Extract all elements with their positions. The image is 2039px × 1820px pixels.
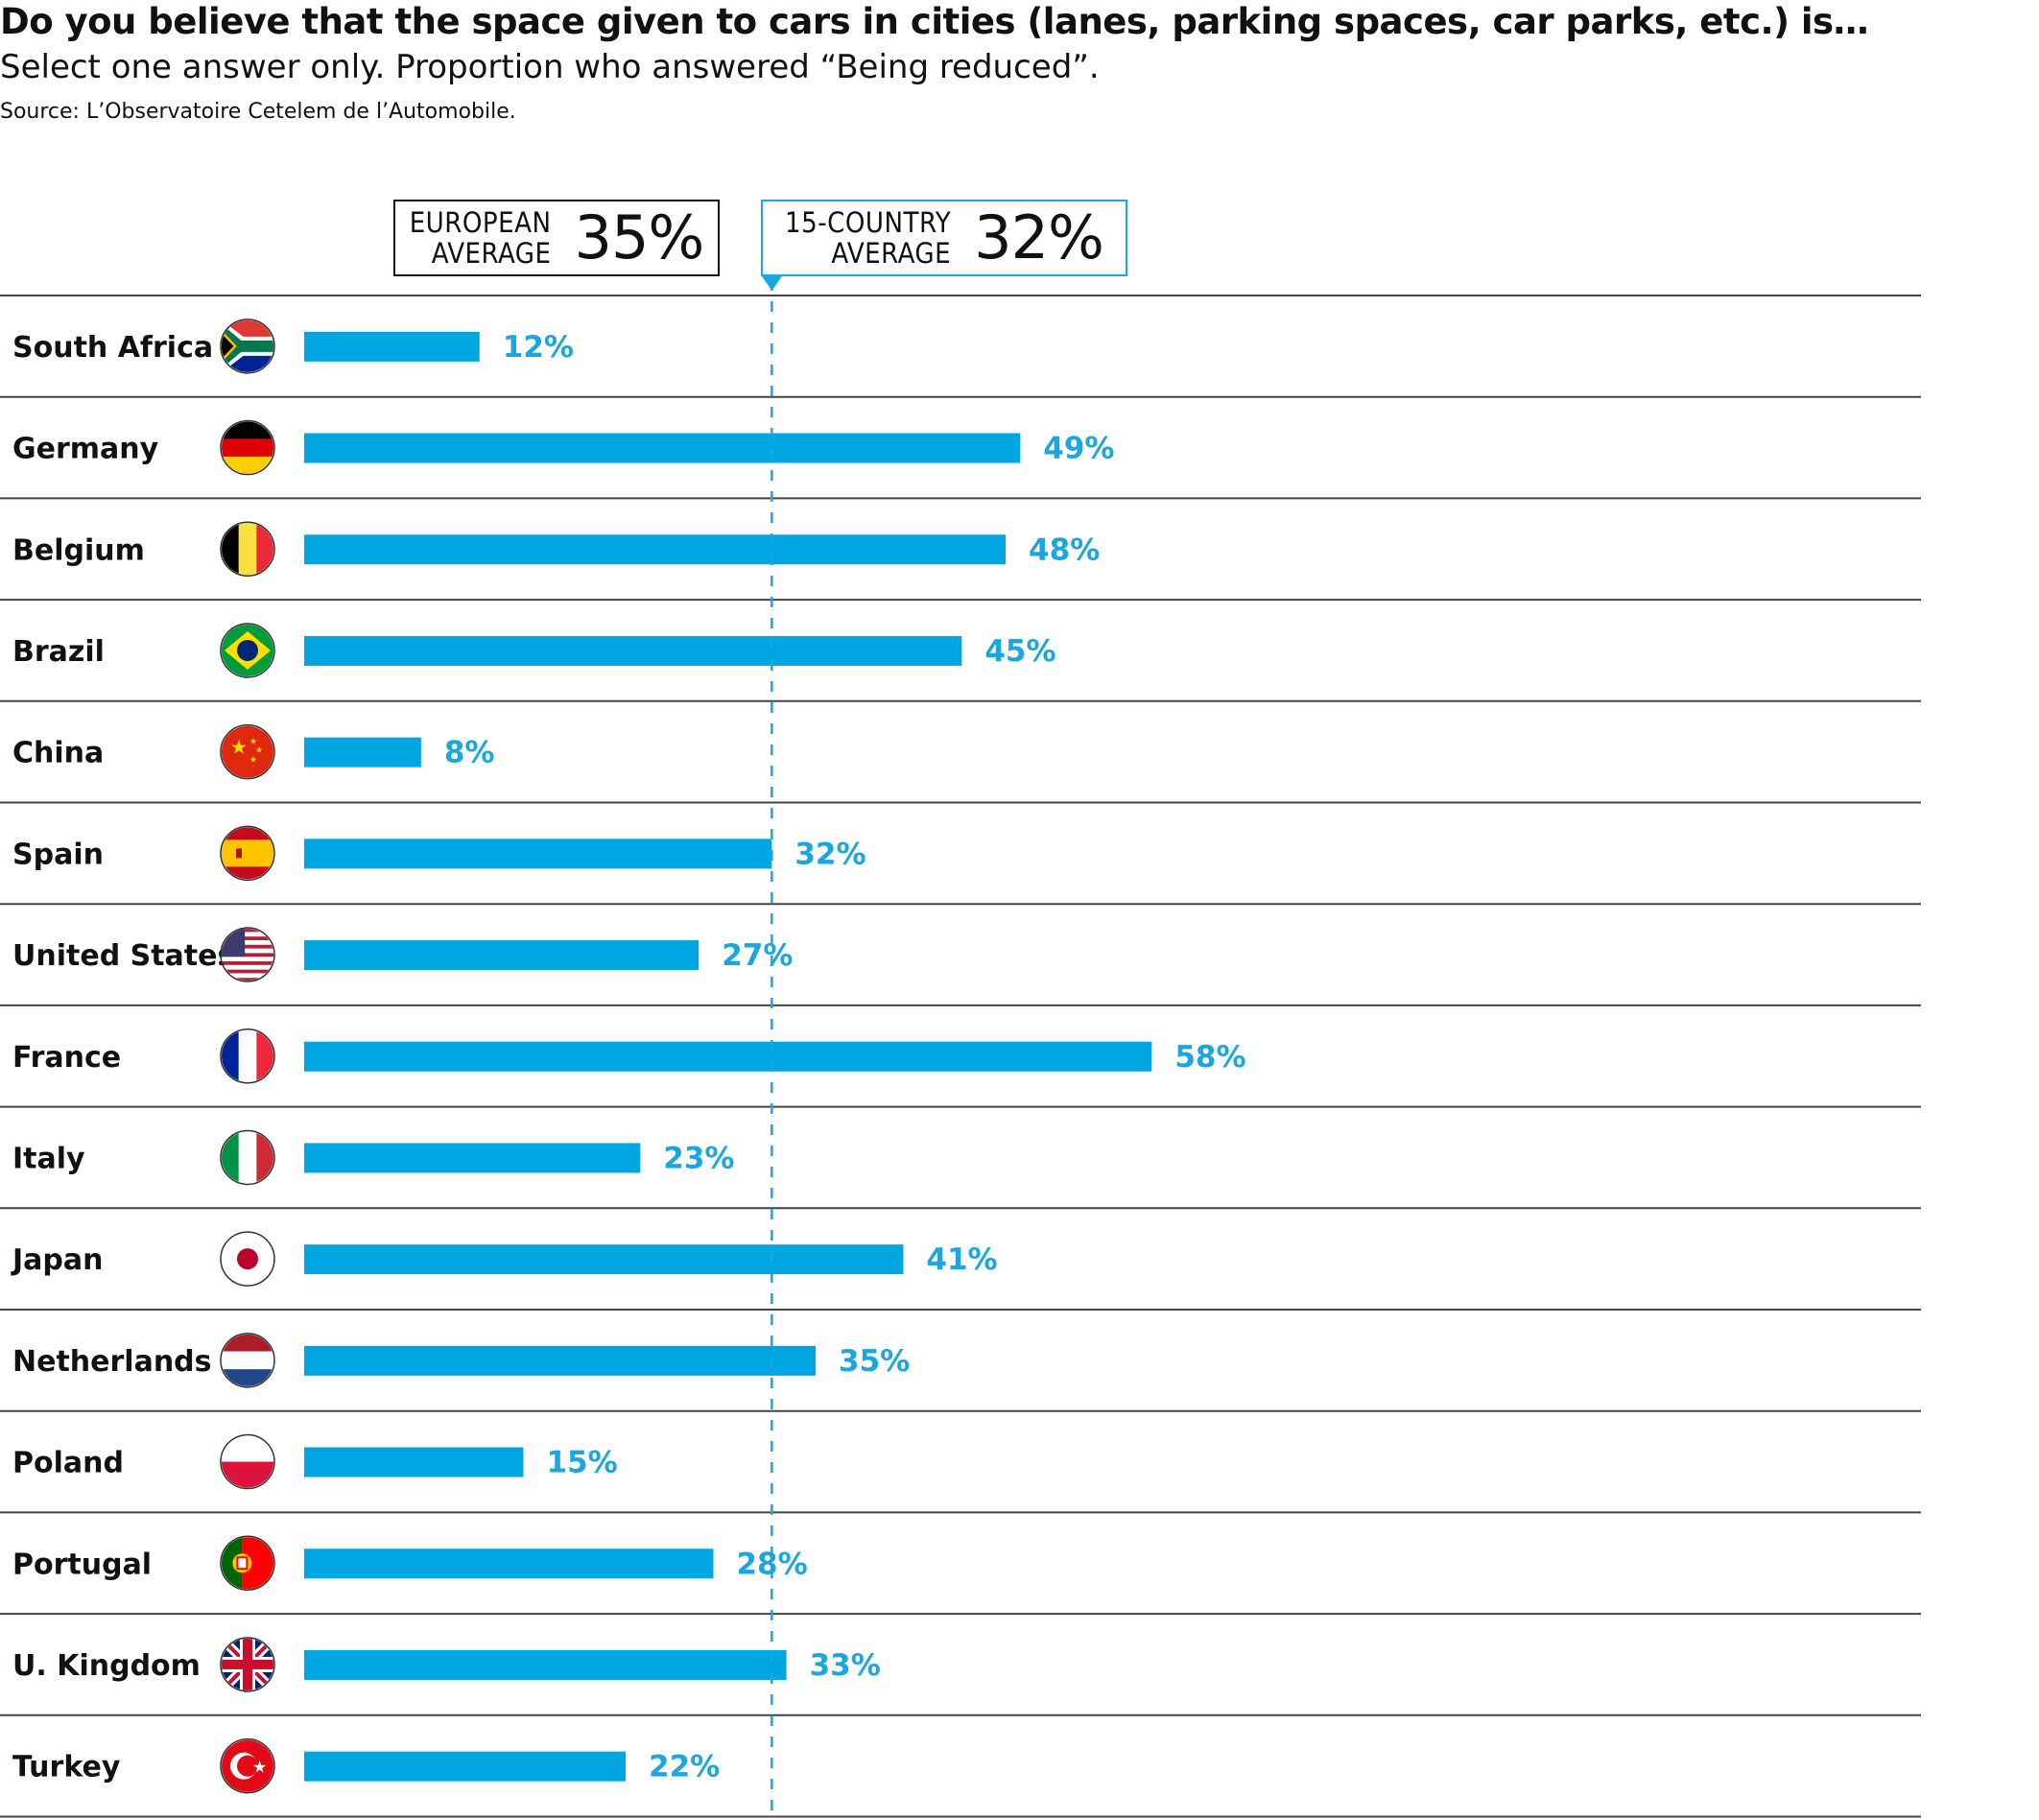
country-average-line1: 15-COUNTRY: [785, 206, 952, 239]
flag-outline: [220, 623, 275, 678]
brazil-flag-icon: [222, 624, 273, 676]
bar-south-africa: [304, 331, 480, 362]
flag-outline: [220, 825, 275, 882]
china-flag-icon: ★ ★★★: [222, 725, 273, 778]
flag-outline: [220, 927, 275, 982]
reference-marker-icon: [761, 275, 783, 291]
value-label-germany: 49%: [1043, 432, 1114, 466]
category-label-belgium: Belgium: [12, 533, 145, 567]
bar-poland: [304, 1447, 524, 1477]
european-average-label: EUROPEAN AVERAGE: [410, 207, 552, 269]
spain-flag-icon: [222, 827, 273, 880]
category-label-china: China: [12, 737, 104, 770]
country-average-label: 15-COUNTRY AVERAGE: [785, 207, 951, 269]
category-label-brazil: Brazil: [12, 635, 105, 669]
european-average-line2: AVERAGE: [431, 237, 552, 270]
flag-outline: [220, 319, 275, 374]
flag-outline: [220, 1433, 275, 1490]
value-label-belgium: 48%: [1029, 532, 1100, 567]
netherlands-flag-icon: [222, 1334, 273, 1386]
bar-belgium: [304, 534, 1007, 565]
category-label-portugal: Portugal: [12, 1548, 152, 1581]
france-flag-icon: [222, 1029, 273, 1082]
european-average-line1: EUROPEAN: [409, 206, 552, 239]
svg-text:★: ★: [255, 746, 263, 756]
portugal-flag-icon: [222, 1537, 273, 1590]
country-average-value: 32%: [974, 202, 1104, 272]
european-average-value: 35%: [574, 202, 705, 272]
bar-japan: [304, 1244, 904, 1275]
uk-flag-icon: [222, 1638, 273, 1690]
flag-outline: [220, 723, 275, 780]
flag-outline: [220, 521, 275, 577]
value-label-japan: 41%: [926, 1242, 997, 1277]
flag-outline: [220, 1333, 275, 1388]
flag-outline: [220, 1129, 275, 1186]
value-label-south-africa: 12%: [503, 330, 574, 365]
category-label-united-states: United States: [12, 939, 234, 973]
european-average-box: EUROPEAN AVERAGE 35%: [393, 200, 720, 276]
category-label-france: France: [12, 1041, 121, 1075]
svg-text:★: ★: [249, 756, 257, 766]
bar-turkey: [304, 1751, 627, 1782]
value-label-turkey: 22%: [649, 1750, 720, 1785]
svg-text:★: ★: [252, 1759, 267, 1778]
value-label-u-kingdom: 33%: [810, 1648, 881, 1683]
value-label-spain: 32%: [794, 837, 865, 871]
bar-spain: [304, 839, 772, 869]
svg-text:★: ★: [230, 736, 248, 759]
bar-france: [304, 1041, 1152, 1072]
bar-portugal: [304, 1548, 714, 1579]
value-label-china: 8%: [444, 736, 495, 770]
svg-text:★: ★: [249, 738, 257, 747]
value-label-italy: 23%: [663, 1141, 734, 1175]
category-label-italy: Italy: [12, 1142, 85, 1175]
category-label-germany: Germany: [12, 433, 159, 466]
value-label-poland: 15%: [546, 1446, 617, 1480]
united-states-flag-icon: [222, 929, 273, 981]
flag-outline: [220, 1535, 275, 1591]
flag-outline: [220, 1028, 275, 1084]
value-label-brazil: 45%: [984, 634, 1055, 669]
value-label-netherlands: 35%: [839, 1344, 910, 1379]
bar-netherlands: [304, 1345, 817, 1376]
italy-flag-icon: [222, 1131, 273, 1184]
value-label-france: 58%: [1174, 1040, 1245, 1075]
turkey-flag-icon: ★: [222, 1739, 273, 1792]
chart-subtitle: Select one answer only. Proportion who a…: [0, 48, 1100, 86]
category-label-poland: Poland: [12, 1447, 124, 1480]
flag-outline: [220, 1737, 275, 1794]
value-label-united-states: 27%: [722, 938, 793, 973]
japan-flag-icon: [222, 1233, 273, 1286]
category-label-netherlands: Netherlands: [12, 1345, 212, 1379]
south-africa-flag-icon: [222, 319, 273, 372]
country-average-box: 15-COUNTRY AVERAGE 32%: [761, 200, 1127, 276]
flag-outline: [220, 1637, 275, 1692]
bar-u-kingdom: [304, 1649, 787, 1680]
flag-outline: [220, 419, 275, 476]
category-label-japan: Japan: [11, 1243, 103, 1277]
category-label-turkey: Turkey: [12, 1751, 121, 1785]
flag-outline: [220, 1231, 275, 1287]
bar-china: [304, 737, 421, 768]
bar-united-states: [304, 940, 699, 971]
belgium-flag-icon: [222, 523, 273, 576]
chart-title: Do you believe that the space given to c…: [0, 1, 1869, 42]
bar-italy: [304, 1143, 641, 1173]
category-label-spain: Spain: [12, 838, 104, 871]
germany-flag-icon: [222, 421, 273, 474]
category-label-south-africa: South Africa: [12, 331, 213, 365]
country-average-line2: AVERAGE: [831, 237, 952, 270]
bar-germany: [304, 433, 1021, 463]
bar-brazil: [304, 635, 962, 666]
chart-source: Source: L’Observatoire Cetelem de l’Auto…: [0, 100, 516, 124]
category-label-u-kingdom: U. Kingdom: [12, 1649, 201, 1683]
